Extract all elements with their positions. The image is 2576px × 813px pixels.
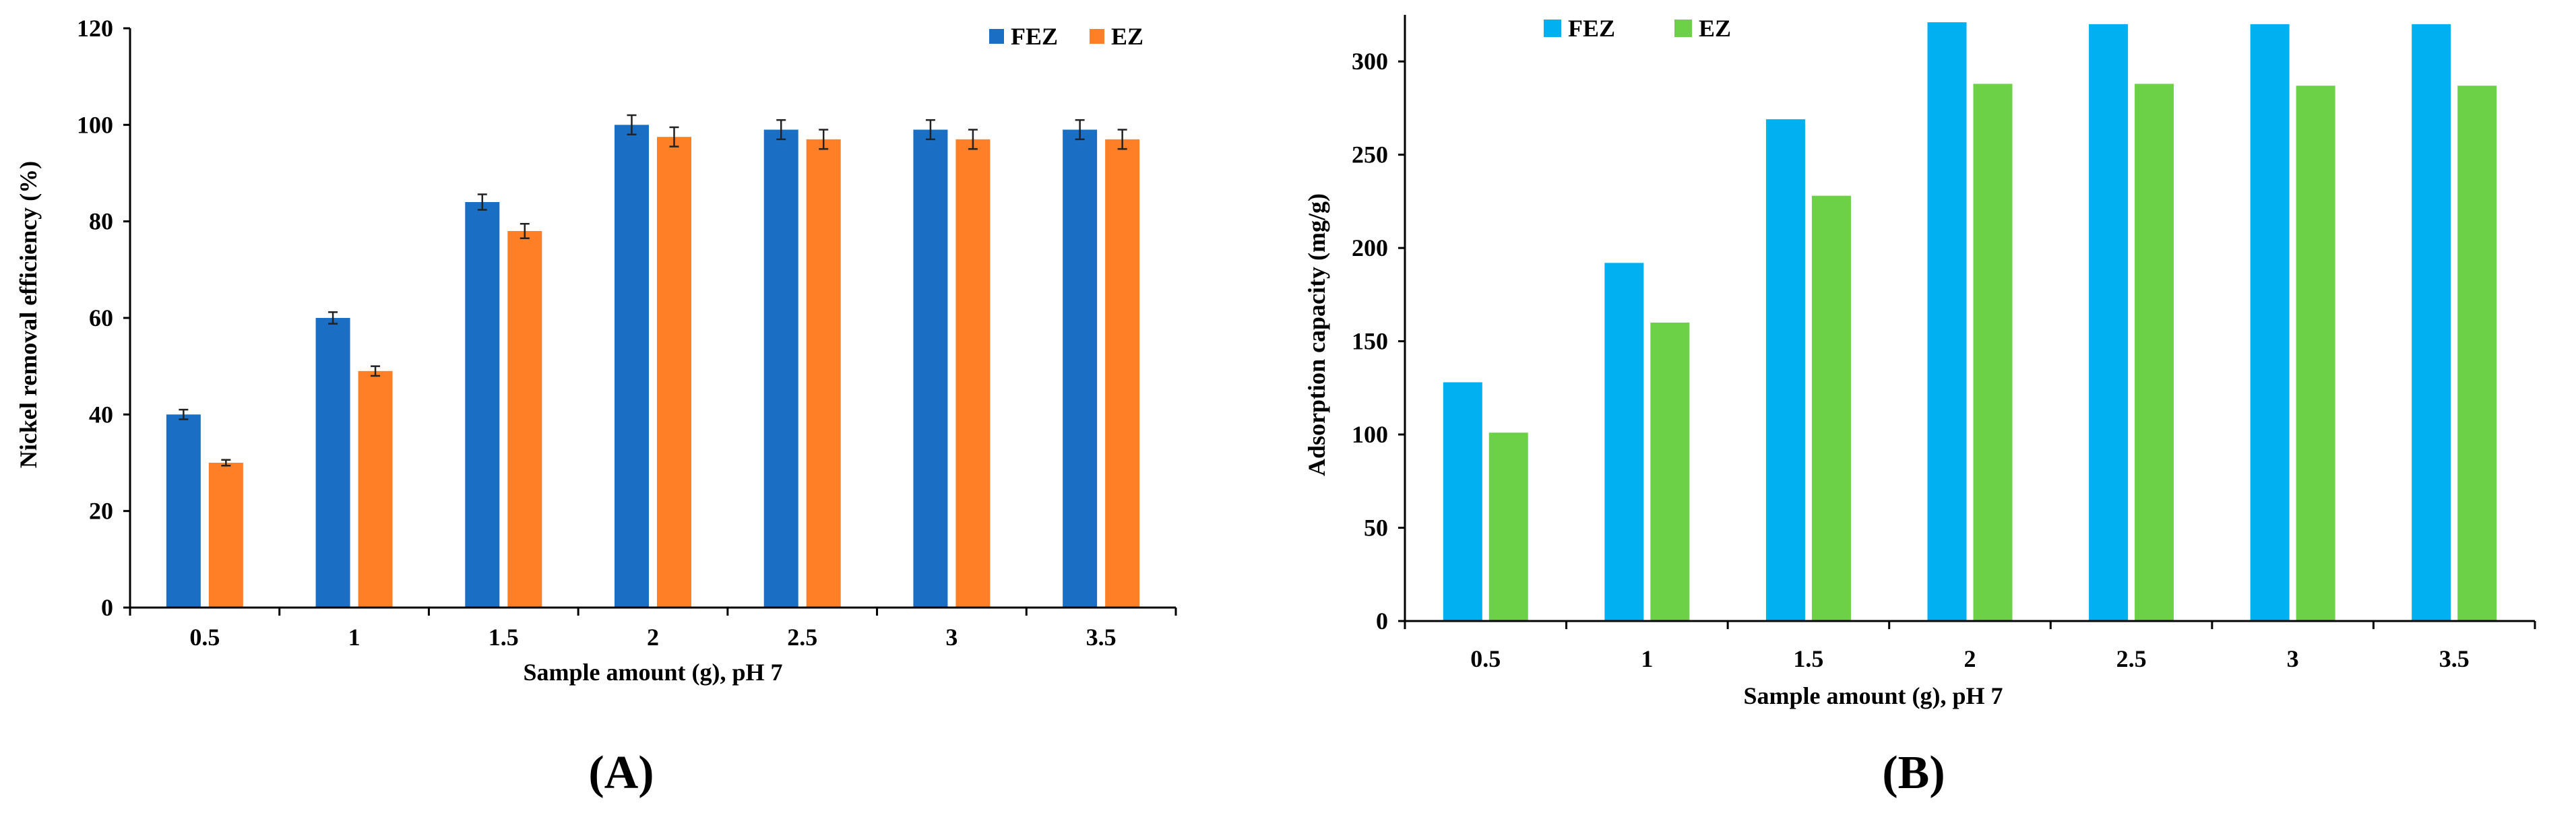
panel-a-bar-ez-2_5 [806, 139, 841, 608]
panel-b-axes [1404, 15, 2535, 622]
panel-a-legend-label-ez: EZ [1111, 23, 1143, 50]
panel-a-legend-item-ez: EZ [1090, 23, 1143, 50]
panel-a-x-tick-label: 1 [348, 624, 360, 651]
panel-a-bar-ez-1_5 [507, 231, 542, 608]
panel-a-error-bar-ez-2_5 [819, 129, 829, 150]
panel-b-x-tick-label: 3.5 [2439, 645, 2470, 672]
panel-b-bar-fez-0_5 [1443, 382, 1482, 621]
panel-b-bar-ez-2_5 [2135, 84, 2174, 621]
panel-a-error-bar-fez-0_5 [179, 408, 189, 420]
panel-b-x-tick-label: 2 [1964, 645, 1976, 672]
panel-b-bar-ez-2 [1973, 84, 2013, 621]
panel-a-error-bar-ez-2 [669, 126, 679, 148]
panel-a-y-tick-label: 80 [89, 208, 113, 235]
panel-b-bar-ez-3 [2296, 86, 2335, 621]
panel-a-bar-fez-0_5 [166, 414, 201, 608]
panel-b-x-tick-label: 1.5 [1793, 645, 1823, 672]
panel-a-y-axis-title: Nickel removal efficiency (%) [15, 161, 42, 468]
panel-b-bar-fez-1_5 [1765, 119, 1805, 622]
panel-a-y-tick-label: 60 [89, 304, 113, 331]
panel-a-y-tick-label: 120 [77, 15, 113, 42]
panel-a-ticks: 0 20 40 60 80 100 120 0.5 1 1.5 2 2.5 3 3.5 [77, 15, 1177, 651]
panel-a-error-bar-ez-3_5 [1117, 129, 1127, 150]
panel-a-legend-label-fez: FEZ [1011, 23, 1058, 50]
panel-b-legend-label-fez: FEZ [1568, 15, 1615, 42]
panel-b-bar-ez-1_5 [1811, 195, 1851, 622]
panel-a-bar-fez-2 [615, 125, 649, 608]
panel-a-x-tick-label: 0.5 [189, 624, 220, 651]
panel-b-y-tick-label: 0 [1376, 608, 1388, 635]
panel-a-error-bar-fez-1_5 [477, 193, 487, 211]
panel-a-bar-fez-1 [315, 318, 350, 608]
panel-b-legend-item-ez: EZ [1674, 15, 1731, 42]
panel-a-legend: FEZ EZ [989, 23, 1143, 50]
panel-a-legend-swatch-fez [989, 29, 1004, 44]
panel-a-y-tick-label: 40 [89, 401, 113, 428]
panel-a-bar-ez-3 [955, 139, 991, 608]
panel-a-axes [129, 28, 1176, 609]
panel-a-bar-ez-1 [358, 370, 393, 608]
panel-b-y-axis-title: Adsorption capacity (mg/g) [1303, 193, 1330, 476]
panel-a-legend-item-fez: FEZ [989, 23, 1058, 50]
panel-a-bar-fez-3 [913, 129, 948, 608]
panel-b-y-tick-label: 200 [1352, 234, 1388, 261]
panel-b-legend: FEZ EZ [1544, 15, 1731, 42]
panel-b-ticks: 0 50 100 150 200 250 300 0.5 1 1.5 2 2.5 3 3.5 [1352, 48, 2536, 672]
panel-b-x-axis-title: Sample amount (g), pH 7 [1743, 682, 2003, 709]
panel-a-x-axis-title: Sample amount (g), pH 7 [523, 659, 782, 686]
panel-b-bar-fez-2 [1927, 22, 1967, 622]
panel-b-y-tick-label: 300 [1352, 48, 1388, 75]
panel-a-error-bar-fez-3 [925, 119, 935, 141]
panel-a-error-bar-fez-2 [627, 114, 637, 135]
panel-b-y-tick-label: 100 [1352, 421, 1388, 448]
panel-a-error-bar-fez-1 [328, 311, 338, 325]
panel-a-bar-ez-3_5 [1105, 139, 1140, 608]
panel-a-y-tick-label: 0 [101, 594, 113, 621]
panel-b-y-tick-label: 250 [1352, 141, 1388, 168]
panel-a-x-tick-label: 3 [945, 624, 957, 651]
panel-a-x-tick-label: 2.5 [787, 624, 817, 651]
panel-b-bar-fez-1 [1604, 263, 1644, 621]
panel-a-legend-swatch-ez [1090, 29, 1104, 44]
panel-b-bar-fez-3_5 [2412, 24, 2451, 622]
panel-b-bar-ez-3_5 [2457, 86, 2497, 621]
panel-a-bar-fez-1_5 [465, 202, 500, 608]
panel-a-x-tick-label: 1.5 [489, 624, 519, 651]
panel-a-bar-ez-0_5 [208, 463, 243, 608]
panel-a-error-bar-ez-3 [968, 129, 978, 150]
panel-b-label: (B) [1882, 747, 1945, 799]
panel-b-bar-fez-2_5 [2089, 24, 2129, 622]
panel-b-legend-swatch-fez [1544, 20, 1561, 37]
panel-b-x-tick-label: 0.5 [1470, 645, 1501, 672]
panel-a-x-tick-label: 3.5 [1086, 624, 1117, 651]
panel-b-bar-ez-1 [1650, 322, 1690, 621]
panel-b-legend-label-ez: EZ [1699, 15, 1731, 42]
panel-b-x-tick-label: 3 [2287, 645, 2299, 672]
panel-a-y-tick-label: 20 [89, 498, 113, 525]
panel-a-y-tick-label: 100 [77, 111, 113, 138]
panel-a-bar-fez-3_5 [1063, 129, 1098, 608]
panel-a-bars [166, 114, 1140, 608]
panel-a-error-bar-fez-3_5 [1075, 119, 1085, 141]
panel-a-bar-fez-2_5 [763, 129, 798, 608]
panel-a-error-bar-ez-1_5 [520, 223, 530, 239]
panel-b-bar-fez-3 [2250, 24, 2290, 622]
panel-b-legend-swatch-ez [1674, 20, 1692, 37]
panel-a-chart: 0 20 40 60 80 100 120 0.5 1 1.5 2 2.5 3 3.5 FEZ EZ Sam… [15, 15, 1177, 799]
panel-b-y-tick-label: 50 [1364, 515, 1388, 542]
panel-a-error-bar-ez-1 [371, 365, 381, 377]
panel-a-error-bar-fez-2_5 [776, 119, 786, 141]
panel-a-error-bar-ez-0_5 [221, 459, 231, 467]
panel-a-x-tick-label: 2 [647, 624, 659, 651]
panel-b-legend-item-fez: FEZ [1544, 15, 1615, 42]
panel-a-bar-ez-2 [657, 137, 691, 608]
panel-b-x-tick-label: 1 [1641, 645, 1653, 672]
panel-b-y-tick-label: 150 [1352, 328, 1388, 355]
panel-a-label: (A) [588, 747, 654, 799]
panel-b-bar-ez-0_5 [1488, 432, 1528, 621]
panel-b-x-tick-label: 2.5 [2116, 645, 2147, 672]
panel-b-bars [1443, 22, 2497, 622]
